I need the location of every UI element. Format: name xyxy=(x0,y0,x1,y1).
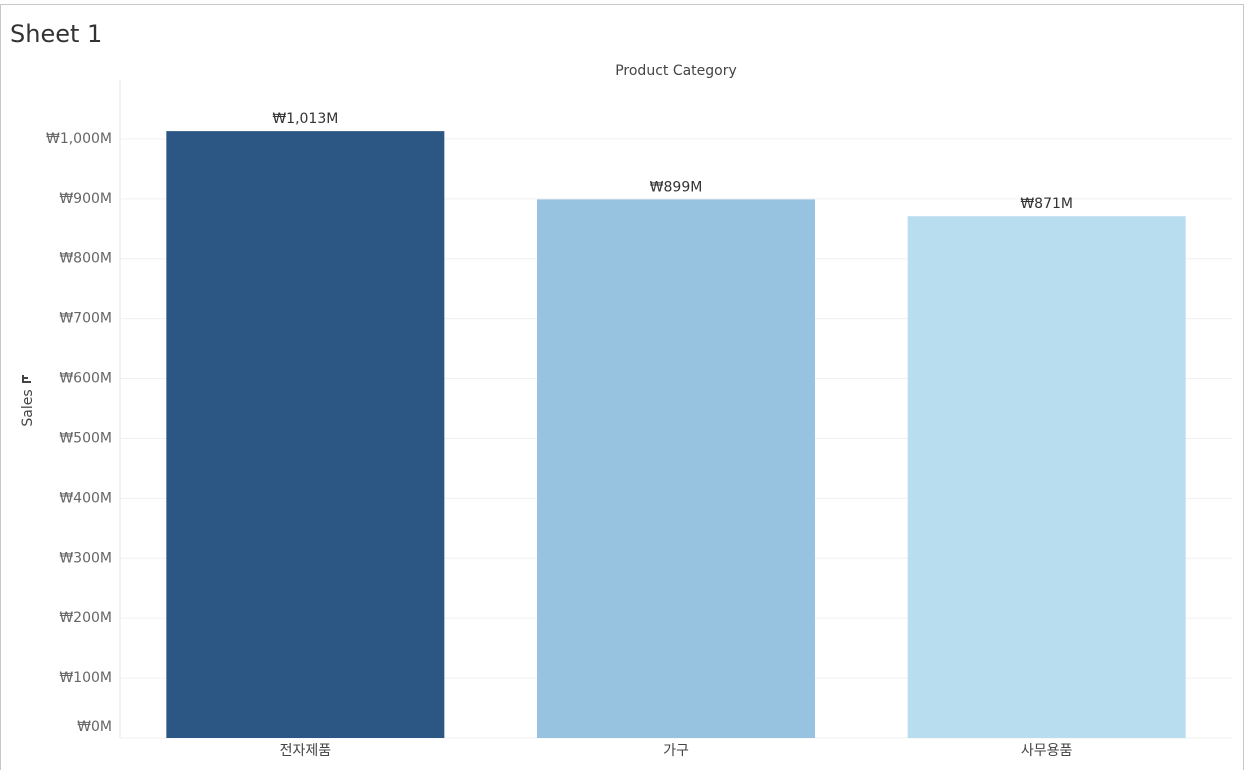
sort-icon-bar xyxy=(24,381,31,383)
x-tick-label: 가구 xyxy=(663,743,689,759)
y-tick-label: ₩800M xyxy=(59,251,112,267)
value-label: ₩871M xyxy=(1020,196,1073,212)
sheet-frame xyxy=(0,4,1244,770)
x-tick-label: 사무용품 xyxy=(1021,743,1073,759)
y-tick-label: ₩300M xyxy=(59,550,112,566)
bar xyxy=(166,131,445,738)
value-label: ₩1,013M xyxy=(272,111,338,127)
y-tick-label: ₩500M xyxy=(59,430,112,446)
sort-icon[interactable] xyxy=(22,375,31,383)
value-label: ₩899M xyxy=(650,179,703,195)
y-tick-label: ₩400M xyxy=(59,490,112,506)
x-tick-label: 전자제품 xyxy=(280,743,332,759)
chart-title: Sheet 1 xyxy=(10,20,102,48)
sort-icon-bar xyxy=(24,377,28,379)
y-tick-label: ₩900M xyxy=(59,191,112,207)
bar xyxy=(907,216,1186,738)
y-tick-label: ₩200M xyxy=(59,610,112,626)
bar xyxy=(537,199,815,739)
y-tick-label: ₩600M xyxy=(59,371,112,387)
y-tick-label: ₩100M xyxy=(59,670,112,686)
y-tick-label: ₩0M xyxy=(77,719,112,735)
sort-icon-bar xyxy=(22,375,24,383)
y-tick-label: ₩1,000M xyxy=(46,131,112,147)
y-axis-title: Sales xyxy=(20,389,36,426)
x-axis-title: Product Category xyxy=(615,63,737,79)
y-tick-label: ₩700M xyxy=(59,311,112,327)
